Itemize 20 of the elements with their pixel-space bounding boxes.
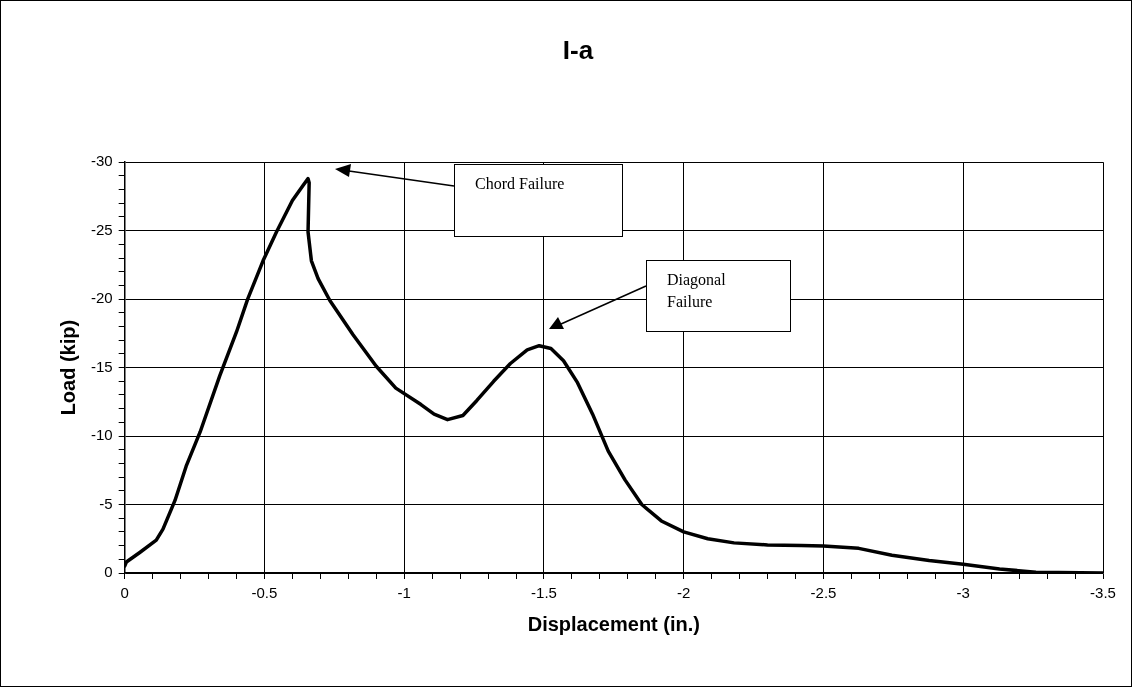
- y-axis-title: Load (kip): [56, 319, 79, 416]
- x-axis-title: Displacement (in.): [527, 612, 700, 635]
- x-tick-label: -2.5: [810, 584, 837, 602]
- y-tick-label: -25: [90, 220, 113, 238]
- x-tick-label: -1: [397, 584, 411, 602]
- x-tick-label: -0.5: [251, 584, 278, 602]
- y-tick-label: -15: [90, 357, 113, 375]
- y-tick-label: -5: [99, 494, 113, 512]
- callout-box: Diagonal Failure: [646, 260, 791, 332]
- chart-title: I-a: [562, 34, 594, 65]
- y-tick-label: 0: [104, 563, 113, 581]
- y-tick-label: -30: [90, 152, 113, 170]
- x-tick-label: 0: [120, 584, 129, 602]
- x-tick-label: -1.5: [531, 584, 557, 602]
- x-tick-label: -3.5: [1090, 584, 1116, 602]
- x-tick-label: -2: [677, 584, 691, 602]
- y-tick-label: -10: [90, 426, 113, 444]
- y-tick-label: -20: [90, 289, 113, 307]
- x-tick-label: -3: [956, 584, 970, 602]
- callout-box: Chord Failure: [454, 164, 623, 237]
